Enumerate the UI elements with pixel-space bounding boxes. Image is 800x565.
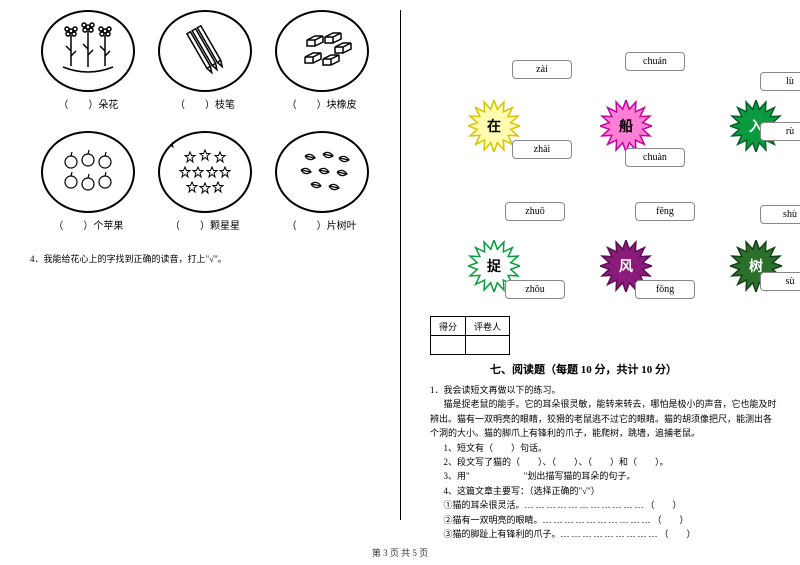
question-4-text: 4．我能给花心上的字找到正确的读音，打上"√"。 <box>30 252 380 265</box>
score-cell-1 <box>431 336 466 355</box>
pinyin-box-chuàn: chuàn <box>625 148 685 167</box>
caption-pencils: （ ）枝笔 <box>155 96 255 111</box>
paren-1: （ ） <box>646 500 682 510</box>
pinyin-box-zhuō: zhuō <box>505 202 565 221</box>
pinyin-box-zhōu: zhōu <box>505 280 565 299</box>
score-header-1: 得分 <box>431 317 466 336</box>
reading-choice-2: ②猫有一双明亮的眼睛。…………………………（ ） <box>430 513 780 527</box>
reading-q1: 1．我会读短文再做以下的练习。 <box>430 383 780 397</box>
captions-row-2: （ ）个苹果 （ ）颗星星 （ ）片树叶 <box>30 217 380 232</box>
reading-line-2: 2、段文写了猫的（ ）、（ ）、（ ）和（ ）。 <box>430 455 780 469</box>
pinyin-box-lù: lù <box>760 72 800 91</box>
ovals-row-2 <box>30 131 380 213</box>
reading-choice-3: ③猫的脚趾上有锋利的爪子。………………………（ ） <box>430 527 780 541</box>
caption-leaves: （ ）片树叶 <box>272 217 372 232</box>
oval-flowers <box>41 10 135 92</box>
pinyin-box-rù: rù <box>760 122 800 141</box>
page-footer: 第 3 页 共 5 页 <box>0 546 800 559</box>
captions-row-1: （ ）朵花 （ ）枝笔 （ ）块橡皮 <box>30 96 380 111</box>
reading-choice-1: ①猫的耳朵很灵活。……………………………（ ） <box>430 498 780 512</box>
oval-apples <box>41 131 135 213</box>
starburst-船: 船 <box>600 100 652 152</box>
dots-3: ……………………… <box>561 529 660 539</box>
paren-3: （ ） <box>660 529 696 539</box>
reading-block: 1．我会读短文再做以下的练习。 猫是捉老鼠的能手。它的耳朵很灵敏，能转来转去，哪… <box>430 383 780 541</box>
dots-2: ………………………… <box>543 515 653 525</box>
reading-line-4: 4、这篇文章主要写：（选择正确的"√"） <box>430 484 780 498</box>
choice-2-text: ②猫有一双明亮的眼睛。 <box>444 515 543 525</box>
pinyin-box-chuán: chuán <box>625 52 685 71</box>
pinyin-box-zài: zài <box>512 60 572 79</box>
ovals-row-1 <box>30 10 380 92</box>
worksheet-page: （ ）朵花 （ ）枝笔 （ ）块橡皮 <box>0 0 800 565</box>
caption-apples: （ ）个苹果 <box>38 217 138 232</box>
choice-1-text: ①猫的耳朵很灵活。 <box>444 500 525 510</box>
pinyin-box-fōng: fōng <box>635 280 695 299</box>
oval-pencils <box>158 10 252 92</box>
pinyin-box-shù: shù <box>760 205 800 224</box>
right-column: 在zàizhài船chuánchuàn入lùrù捉zhuōzhōu风fēngfō… <box>400 0 800 565</box>
pinyin-box-fēng: fēng <box>635 202 695 221</box>
dots-1: …………………………… <box>525 500 646 510</box>
reading-line-1: 1、短文有（ ）句话。 <box>430 441 780 455</box>
oval-leaves <box>275 131 369 213</box>
caption-erasers: （ ）块橡皮 <box>272 96 372 111</box>
caption-flowers: （ ）朵花 <box>38 96 138 111</box>
pinyin-diagram-area: 在zàizhài船chuánchuàn入lùrù捉zhuōzhōu风fēngfō… <box>430 10 780 310</box>
left-column: （ ）朵花 （ ）枝笔 （ ）块橡皮 <box>0 0 400 565</box>
pinyin-box-zhài: zhài <box>512 140 572 159</box>
section-title-7: 七、阅读题（每题 10 分，共计 10 分） <box>490 361 780 377</box>
reading-line-3: 3、用" "划出描写猫的耳朵的句子。 <box>430 469 780 483</box>
caption-stars: （ ）颗星星 <box>155 217 255 232</box>
paren-2: （ ） <box>653 515 689 525</box>
oval-stars <box>158 131 252 213</box>
score-table: 得分 评卷人 <box>430 316 510 355</box>
choice-3-text: ③猫的脚趾上有锋利的爪子。 <box>444 529 561 539</box>
pinyin-box-sù: sù <box>760 272 800 291</box>
score-header-2: 评卷人 <box>466 317 510 336</box>
score-cell-2 <box>466 336 510 355</box>
oval-erasers <box>275 10 369 92</box>
reading-passage: 猫是捉老鼠的能手。它的耳朵很灵敏，能转来转去，哪怕是极小的声音，它也能及时辨出。… <box>430 397 780 440</box>
